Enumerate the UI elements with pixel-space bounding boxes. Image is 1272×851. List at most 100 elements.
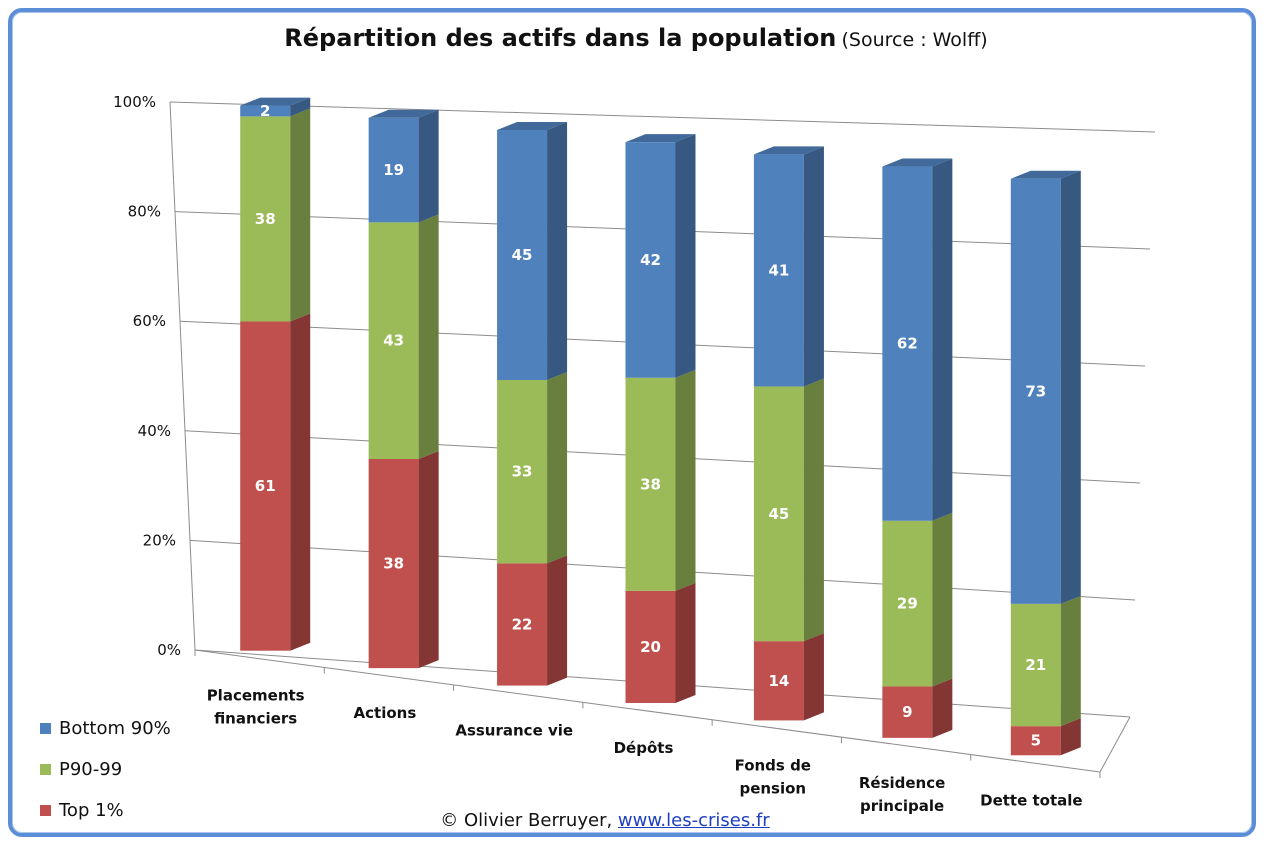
bar-top-1-4 [753, 641, 804, 721]
bar-top-1-2 [497, 563, 548, 686]
bar-bottom-90-5-side [932, 158, 953, 521]
data-label-top-1-5: 9 [902, 703, 912, 721]
data-label-bottom-90-0: 2 [260, 102, 270, 120]
data-label-top-1-1: 38 [383, 555, 404, 573]
bar-p90-99-5 [882, 520, 933, 687]
chart-title-source: (Source : Wolff) [841, 29, 988, 51]
category-label-line: Assurance vie [455, 722, 573, 740]
bar-column-0: 61 38 2 [240, 97, 311, 651]
bar-column-5: 9 29 62 [882, 158, 953, 738]
data-label-bottom-90-1: 19 [383, 161, 404, 179]
category-label-line: Résidence [859, 774, 945, 792]
x-axis-line [194, 649, 1101, 773]
category-label-line: pension [739, 779, 806, 797]
y-axis-tick-labels: 0% 20% 40% 60% 80% 100% [113, 93, 181, 659]
data-label-top-1-2: 22 [512, 615, 533, 633]
bar-bottom-90-4-top [753, 146, 824, 155]
bar-top-1-5-side [932, 678, 953, 738]
data-label-bottom-90-4: 41 [768, 261, 789, 279]
bar-p90-99-6 [1010, 603, 1061, 727]
bar-p90-99-2 [497, 379, 548, 564]
floor-edge-right [1099, 716, 1131, 773]
data-label-bottom-90-2: 45 [512, 246, 533, 264]
bar-top-1-2-side [547, 555, 568, 686]
y-tick-label: 100% [113, 93, 156, 111]
y-axis-line [169, 101, 196, 651]
bar-top-1-0 [240, 321, 291, 651]
data-label-p90-99-3: 38 [640, 475, 661, 493]
bar-bottom-90-6-side [1060, 170, 1081, 604]
data-label-bottom-90-6: 73 [1025, 382, 1046, 400]
chart-title-main: Répartition des actifs dans la populatio… [284, 24, 837, 52]
bar-top-1-1 [368, 459, 419, 669]
chart-title: Répartition des actifs dans la populatio… [0, 24, 1272, 52]
y-tick-label: 40% [138, 422, 171, 440]
data-label-bottom-90-3: 42 [640, 251, 661, 269]
bar-p90-99-4 [753, 386, 804, 642]
bar-bottom-90-0 [240, 105, 291, 117]
credit-text: © Olivier Berruyer, [440, 810, 613, 831]
legend-item-top1: Top 1% [40, 790, 171, 831]
bar-top-1-3 [625, 590, 676, 703]
bar-top-1-3-side [675, 582, 696, 703]
category-label-4: Fonds de pension [735, 756, 811, 797]
bar-top-1-1-side [418, 451, 439, 669]
data-label-bottom-90-5: 62 [897, 335, 918, 353]
legend-label-bottom90: Bottom 90% [59, 718, 171, 739]
bar-bottom-90-3 [625, 142, 676, 378]
bar-column-3: 20 38 42 [625, 134, 696, 703]
bar-column-2: 22 33 45 [497, 121, 568, 686]
bar-p90-99-0 [240, 116, 291, 322]
bar-p90-99-3-side [675, 369, 696, 591]
bar-p90-99-6-side [1060, 595, 1081, 727]
legend-label-top1: Top 1% [59, 800, 124, 821]
bar-p90-99-5-side [932, 512, 953, 687]
bar-bottom-90-3-top [625, 134, 696, 143]
bar-column-1: 38 43 19 [368, 109, 439, 669]
legend-swatch-top1 [40, 805, 51, 816]
bars: 61 38 2 38 43 19 22 33 45 20 38 42 14 45 41 9 29 62 5 21 73 [240, 97, 1081, 756]
gridline [169, 101, 1156, 133]
data-label-top-1-6: 5 [1031, 732, 1041, 750]
category-label-line: Dépôts [614, 739, 674, 757]
bar-bottom-90-2-top [497, 121, 568, 130]
category-label-line: Placements [207, 687, 305, 705]
bar-bottom-90-1 [368, 117, 419, 223]
bar-column-6: 5 21 73 [1010, 170, 1081, 756]
legend-item-bottom90: Bottom 90% [40, 708, 171, 749]
credit-link[interactable]: www.les-crises.fr [617, 810, 770, 831]
y-tick-label: 0% [157, 641, 181, 659]
bar-p90-99-1-side [418, 214, 439, 460]
category-label-line: Fonds de [735, 756, 811, 774]
bar-bottom-90-1-top [368, 109, 439, 118]
bar-top-1-6 [1010, 726, 1061, 756]
category-label-line: Dette totale [980, 791, 1082, 809]
legend-swatch-bottom90 [40, 723, 51, 734]
data-label-top-1-4: 14 [768, 672, 789, 690]
data-label-p90-99-4: 45 [768, 505, 789, 523]
category-label-3: Dépôts [614, 739, 674, 757]
category-label-line: principale [860, 797, 944, 815]
bar-bottom-90-0-side [290, 97, 311, 117]
bar-bottom-90-3-side [675, 134, 696, 378]
category-label-2: Assurance vie [455, 722, 573, 740]
bar-bottom-90-0-top [240, 97, 311, 106]
bar-bottom-90-2 [497, 129, 548, 380]
legend: Bottom 90% P90-99 Top 1% [40, 708, 171, 831]
category-label-6: Dette totale [980, 791, 1082, 809]
y-tick-label: 60% [133, 312, 166, 330]
data-label-p90-99-6: 21 [1025, 656, 1046, 674]
legend-swatch-p9099 [40, 764, 51, 775]
bar-bottom-90-5-top [882, 158, 953, 167]
bar-bottom-90-4-side [803, 146, 824, 387]
bar-p90-99-3 [625, 377, 676, 591]
data-label-p90-99-2: 33 [512, 463, 533, 481]
bar-p90-99-0-side [290, 108, 311, 322]
credit-line: © Olivier Berruyer, www.les-crises.fr [0, 810, 1210, 831]
data-label-p90-99-5: 29 [897, 595, 918, 613]
bar-top-1-6-side [1060, 718, 1081, 756]
y-tick-label: 80% [128, 203, 161, 221]
bar-top-1-4-side [803, 633, 824, 721]
x-axis-category-labels: Placements financiers Actions Assurance vie… [207, 687, 1083, 815]
bar-bottom-90-6 [1010, 178, 1061, 604]
